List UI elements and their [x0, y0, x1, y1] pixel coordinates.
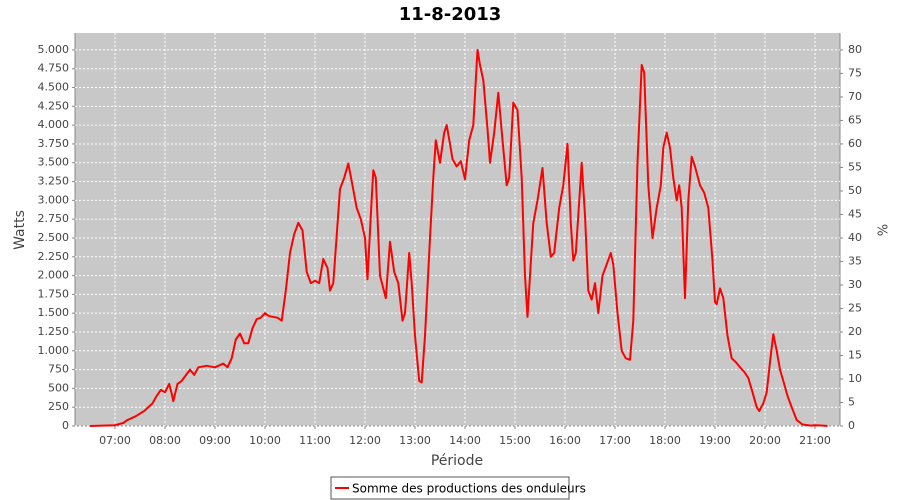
legend-label: Somme des productions des onduleurs — [352, 482, 586, 496]
y2-tick-label: 55 — [848, 160, 862, 173]
y-tick-label: 4.750 — [38, 62, 70, 75]
y-tick-label: 4.000 — [38, 118, 70, 131]
y2-tick-label: 80 — [848, 43, 862, 56]
y-tick-label: 2.500 — [38, 231, 70, 244]
x-tick-label: 12:00 — [349, 434, 381, 447]
x-tick-label: 18:00 — [649, 434, 681, 447]
y2-axis-label: % — [874, 224, 889, 236]
chart-title: 11-8-2013 — [399, 4, 502, 25]
x-tick-label: 13:00 — [399, 434, 431, 447]
y-tick-label: 2.250 — [38, 250, 70, 263]
y2-tick-label: 20 — [848, 325, 862, 338]
x-axis-label: Période — [431, 453, 483, 469]
x-tick-label: 10:00 — [249, 434, 281, 447]
y-tick-label: 4.250 — [38, 99, 70, 112]
x-tick-label: 17:00 — [599, 434, 631, 447]
y-tick-label: 4.500 — [38, 81, 70, 94]
y2-tick-label: 0 — [848, 419, 855, 432]
y-tick-label: 750 — [48, 363, 69, 376]
x-tick-label: 16:00 — [549, 434, 581, 447]
x-tick-label: 08:00 — [149, 434, 181, 447]
y2-tick-label: 60 — [848, 137, 862, 150]
x-tick-label: 09:00 — [199, 434, 231, 447]
y-tick-label: 2.000 — [38, 269, 70, 282]
plot-area — [75, 33, 840, 426]
x-tick-label: 11:00 — [299, 434, 331, 447]
y-tick-label: 3.500 — [38, 156, 70, 169]
x-tick-label: 14:00 — [449, 434, 481, 447]
y2-tick-label: 35 — [848, 254, 862, 267]
y-tick-label: 500 — [48, 381, 69, 394]
y-tick-label: 1.750 — [38, 287, 70, 300]
y2-tick-label: 15 — [848, 348, 862, 361]
y-tick-label: 3.250 — [38, 175, 70, 188]
y-tick-label: 1.500 — [38, 306, 70, 319]
y-tick-label: 250 — [48, 400, 69, 413]
y-axis-label: Watts — [12, 210, 28, 250]
y-tick-label: 3.000 — [38, 193, 70, 206]
y-tick-label: 5.000 — [38, 43, 70, 56]
y2-tick-label: 65 — [848, 113, 862, 126]
series-line — [89, 48, 828, 427]
y2-tick-label: 75 — [848, 66, 862, 79]
y2-tick-label: 25 — [848, 301, 862, 314]
legend-box — [330, 476, 570, 500]
x-tick-label: 20:00 — [749, 434, 781, 447]
y2-tick-label: 30 — [848, 278, 862, 291]
y2-tick-label: 40 — [848, 231, 862, 244]
y2-tick-label: 70 — [848, 90, 862, 103]
y-tick-label: 0 — [62, 419, 69, 432]
x-tick-label: 15:00 — [499, 434, 531, 447]
y2-tick-label: 45 — [848, 207, 862, 220]
x-tick-label: 19:00 — [699, 434, 731, 447]
y-tick-label: 1.250 — [38, 325, 70, 338]
y-tick-label: 3.750 — [38, 137, 70, 150]
y-tick-label: 2.750 — [38, 212, 70, 225]
y2-tick-label: 50 — [848, 184, 862, 197]
x-tick-label: 07:00 — [99, 434, 131, 447]
x-tick-label: 21:00 — [799, 434, 831, 447]
y-tick-label: 1.000 — [38, 344, 70, 357]
y2-tick-label: 5 — [848, 395, 855, 408]
y2-tick-label: 10 — [848, 372, 862, 385]
